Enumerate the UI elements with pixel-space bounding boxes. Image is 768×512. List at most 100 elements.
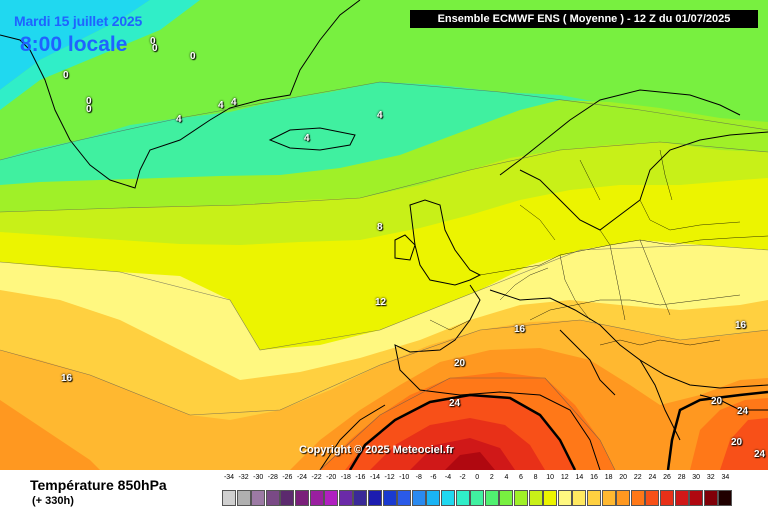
legend-color-swatch bbox=[616, 490, 631, 506]
legend-color-swatch bbox=[324, 490, 339, 506]
legend-color-swatch bbox=[557, 490, 572, 506]
legend-color-swatch bbox=[309, 490, 324, 506]
legend-tick-label: -32 bbox=[238, 474, 249, 481]
legend-color-swatch bbox=[295, 490, 309, 506]
legend-tick-label: -4 bbox=[444, 474, 452, 481]
isotherm-label: 20 bbox=[454, 358, 466, 369]
legend-tick-label: 16 bbox=[590, 474, 598, 481]
legend-color-swatch bbox=[587, 490, 601, 506]
legend-tick-label: 20 bbox=[619, 474, 628, 481]
lead-time: (+ 330h) bbox=[32, 495, 74, 507]
legend-tick-label: -14 bbox=[369, 474, 381, 481]
legend-bar: Température 850hPa (+ 330h) -34 -32 -30 -28… bbox=[0, 470, 768, 512]
legend-tick-label: -18 bbox=[340, 474, 351, 481]
legend-color-swatch bbox=[689, 490, 704, 506]
isotherm-24-contour-east bbox=[666, 390, 768, 470]
isotherm-label: 0 bbox=[152, 43, 158, 54]
legend-color-swatch bbox=[470, 490, 485, 506]
band-2-4 bbox=[0, 0, 200, 110]
legend-color-swatch bbox=[368, 490, 382, 506]
isotherm-label: 24 bbox=[754, 449, 766, 460]
isotherm-label: 12 bbox=[375, 297, 387, 308]
band-26-28 bbox=[410, 438, 515, 470]
legend-tick-label: 34 bbox=[721, 474, 730, 481]
legend-color-swatch bbox=[236, 490, 251, 506]
legend-tick-label: -10 bbox=[399, 474, 410, 481]
legend-tick-label: 12 bbox=[560, 474, 569, 481]
legend-tick-label: -8 bbox=[415, 474, 422, 481]
isotherm-label: 20 bbox=[711, 396, 723, 407]
forecast-local-time: 8:00 locale bbox=[20, 33, 128, 56]
isotherm-label: 4 bbox=[218, 100, 224, 111]
band-32-arctic-cold bbox=[0, 0, 150, 90]
color-scale-legend: -34 -32 -30 -28 -26 -24 -22 -20 -18 -16 -14 -12 -10-… bbox=[222, 474, 752, 508]
isotherm-label: 4 bbox=[377, 110, 383, 121]
legend-tick-label: -16 bbox=[355, 474, 366, 481]
legend-color-swatch bbox=[484, 490, 499, 506]
legend-color-swatch bbox=[397, 490, 412, 506]
legend-tick-label: -28 bbox=[267, 474, 278, 481]
legend-tick-label: 10 bbox=[546, 474, 555, 481]
legend-tick-label: 22 bbox=[633, 474, 642, 481]
isotherm-label: 0 bbox=[150, 36, 156, 47]
legend-tick-label: 30 bbox=[692, 474, 701, 481]
isotherm-label: 4 bbox=[231, 97, 237, 108]
isotherm-contours bbox=[0, 81, 768, 470]
legend-tick-label: 32 bbox=[706, 474, 715, 481]
legend-color-swatch bbox=[703, 490, 718, 506]
legend-color-swatch bbox=[426, 490, 441, 506]
legend-tick-label: 24 bbox=[648, 474, 657, 481]
legend-color-swatch bbox=[265, 490, 280, 506]
legend-color-swatch bbox=[674, 490, 689, 506]
legend-color-swatch bbox=[382, 490, 397, 506]
legend-color-swatch bbox=[251, 490, 266, 506]
legend-tick-label: 26 bbox=[663, 474, 671, 481]
legend-color-swatch bbox=[455, 490, 470, 506]
copyright-notice: Copyright © 2025 Meteociel.fr bbox=[299, 444, 454, 456]
forecast-date: Mardi 15 juillet 2025 bbox=[14, 13, 143, 29]
isotherm-label: 16 bbox=[61, 373, 73, 384]
legend-color-swatch bbox=[630, 490, 645, 506]
legend-color-swatch bbox=[718, 490, 733, 506]
legend-tick-label: 18 bbox=[604, 474, 613, 481]
isotherm-label: 16 bbox=[735, 320, 747, 331]
legend-color-swatch bbox=[280, 490, 295, 506]
legend-color-swatch bbox=[572, 490, 587, 506]
legend-color-swatch bbox=[601, 490, 616, 506]
legend-color-swatch bbox=[338, 490, 353, 506]
legend-tick-label: -26 bbox=[282, 474, 293, 481]
legend-tick-label: -6 bbox=[430, 474, 437, 481]
isotherm-label: 8 bbox=[377, 222, 383, 233]
isotherm-label: 0 bbox=[86, 96, 92, 107]
isotherm-24-contour bbox=[348, 393, 577, 470]
legend-color-swatch bbox=[353, 490, 368, 506]
isotherm-label: 4 bbox=[176, 114, 182, 125]
temperature-map bbox=[0, 0, 768, 470]
legend-tick-label: 14 bbox=[575, 474, 584, 481]
band-28-30 bbox=[445, 452, 495, 470]
legend-color-swatch bbox=[660, 490, 674, 506]
band-4-6 bbox=[0, 0, 768, 160]
isotherm-label: 0 bbox=[63, 70, 69, 81]
variable-title: Température 850hPa bbox=[30, 477, 167, 493]
legend-tick-label: -12 bbox=[384, 474, 395, 481]
isotherm-label: 0 bbox=[190, 51, 196, 62]
legend-color-swatch bbox=[514, 490, 528, 506]
legend-tick-label: 4 bbox=[504, 474, 509, 481]
isotherm-label: 0 bbox=[86, 104, 92, 115]
legend-tick-label: 8 bbox=[533, 474, 538, 481]
legend-tick-label: 2 bbox=[489, 474, 494, 481]
legend-color-swatch bbox=[441, 490, 455, 506]
legend-tick-label: -2 bbox=[459, 474, 466, 481]
country-borders bbox=[429, 149, 768, 346]
model-header: Ensemble ECMWF ENS ( Moyenne ) - 12 Z du… bbox=[410, 10, 758, 28]
legend-color-swatch bbox=[499, 490, 514, 506]
legend-tick-label: 28 bbox=[677, 474, 686, 481]
legend-tick-label: -30 bbox=[253, 474, 264, 481]
coastlines bbox=[0, 0, 768, 470]
isotherm-label: 4 bbox=[304, 133, 310, 144]
legend-tick-label: 6 bbox=[519, 474, 523, 481]
legend-tick-label: -20 bbox=[326, 474, 337, 481]
legend-color-swatch bbox=[411, 490, 426, 506]
